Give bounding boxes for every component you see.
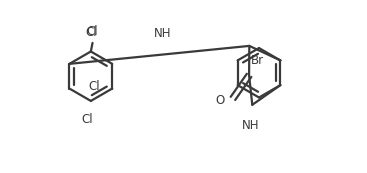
Text: NH: NH	[154, 28, 171, 40]
Text: O: O	[215, 94, 224, 107]
Text: Cl: Cl	[85, 26, 97, 39]
Text: NH: NH	[242, 119, 259, 132]
Text: Cl: Cl	[81, 113, 93, 126]
Text: Cl: Cl	[88, 80, 100, 93]
Text: Br: Br	[251, 54, 264, 67]
Text: Cl: Cl	[87, 25, 98, 38]
